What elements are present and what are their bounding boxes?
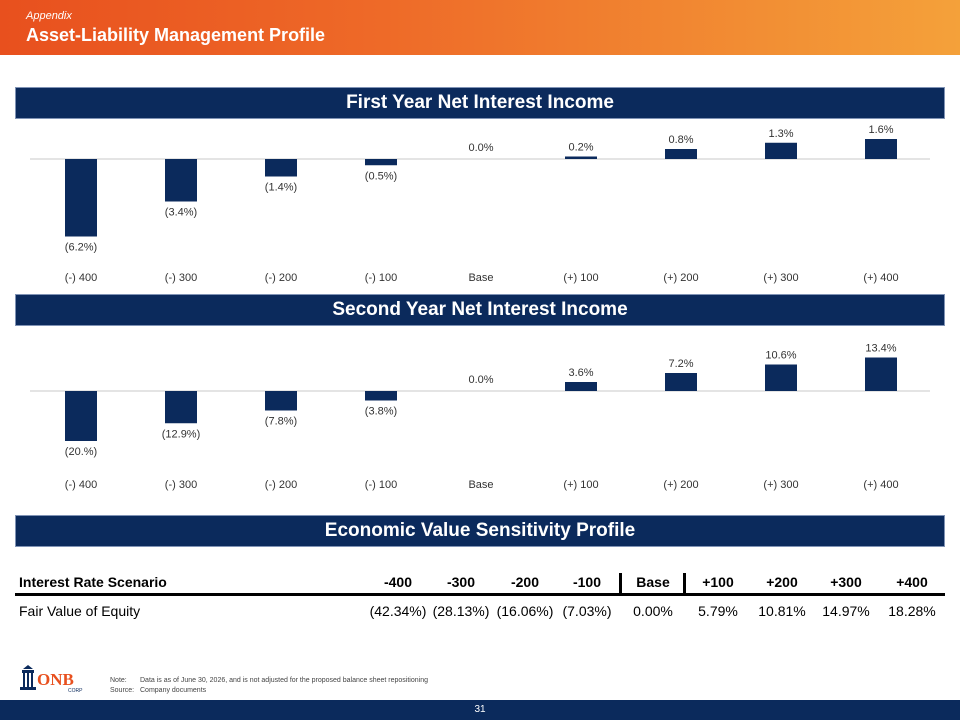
evs-value: (42.34%) xyxy=(369,603,427,619)
data-label: 0.0% xyxy=(468,142,493,154)
data-label: 0.2% xyxy=(568,142,593,154)
evs-col-header: -300 xyxy=(446,574,476,590)
bar xyxy=(65,391,97,441)
category-label: (+) 200 xyxy=(663,272,698,284)
chart1-title-band: First Year Net Interest Income xyxy=(15,87,945,119)
evs-value: (16.06%) xyxy=(496,603,554,619)
bar xyxy=(265,391,297,411)
evs-header-row: Interest Rate Scenario -400 -300 -200 -1… xyxy=(15,570,945,596)
data-label: (6.2%) xyxy=(65,242,97,254)
bar xyxy=(765,142,797,159)
bar xyxy=(865,139,897,159)
bar xyxy=(165,391,197,424)
category-label: (+) 300 xyxy=(763,479,798,491)
bar xyxy=(765,364,797,391)
data-label: (7.8%) xyxy=(265,416,297,428)
data-label: 10.6% xyxy=(765,350,796,362)
data-label: (3.8%) xyxy=(365,406,397,418)
category-label: (-) 100 xyxy=(365,272,397,284)
data-label: 7.2% xyxy=(668,358,693,370)
source-text: Company documents xyxy=(140,687,207,694)
category-label: (+) 400 xyxy=(863,272,898,284)
evs-value: 14.97% xyxy=(822,603,870,619)
evs-col-header: +100 xyxy=(702,574,734,590)
evs-value: 18.28% xyxy=(888,603,936,619)
evs-col-header: +200 xyxy=(766,574,798,590)
evs-col-header: -100 xyxy=(572,574,602,590)
category-label: (-) 200 xyxy=(265,479,297,491)
section-subtitle: Appendix xyxy=(26,10,72,22)
bar xyxy=(665,373,697,391)
logo-subtext: CORP xyxy=(68,688,83,694)
category-label: (+) 400 xyxy=(863,479,898,491)
bar xyxy=(365,391,397,401)
footnotes: Note: Data is as of June 30, 2026, and is… xyxy=(110,676,428,696)
category-label: (-) 100 xyxy=(365,479,397,491)
category-label: (-) 300 xyxy=(165,479,197,491)
category-label: Base xyxy=(468,479,493,491)
evs-title-band: Economic Value Sensitivity Profile xyxy=(15,515,945,547)
title-header: Appendix Asset-Liability Management Prof… xyxy=(0,0,960,55)
category-label: (-) 400 xyxy=(65,479,97,491)
evs-value: (7.03%) xyxy=(562,603,612,619)
bar xyxy=(65,159,97,237)
evs-value: 5.79% xyxy=(698,603,738,619)
data-label: (3.4%) xyxy=(165,207,197,219)
category-label: (+) 300 xyxy=(763,272,798,284)
second-year-nii-chart: (20.%) (-) 400 (12.9%) (-) 300 (7.8%) (-) 200… xyxy=(30,343,930,491)
data-label: (12.9%) xyxy=(162,428,201,440)
data-label: (20.%) xyxy=(65,446,97,458)
data-label: 1.3% xyxy=(768,128,793,140)
data-label: (0.5%) xyxy=(365,170,397,182)
page-number: 31 xyxy=(0,700,960,720)
data-label: 0.8% xyxy=(668,134,693,146)
divider xyxy=(619,573,622,595)
category-label: (+) 200 xyxy=(663,479,698,491)
bar xyxy=(165,159,197,202)
evs-value: 10.81% xyxy=(758,603,806,619)
logo-text: ONB xyxy=(37,670,74,689)
evs-header-label: Interest Rate Scenario xyxy=(19,574,167,590)
data-label: 3.6% xyxy=(568,367,593,379)
evs-col-header: +400 xyxy=(896,574,928,590)
category-label: (+) 100 xyxy=(563,479,598,491)
evs-table: Interest Rate Scenario -400 -300 -200 -1… xyxy=(15,565,945,635)
data-label: (1.4%) xyxy=(265,182,297,194)
bar xyxy=(565,382,597,391)
category-label: (-) 300 xyxy=(165,272,197,284)
bar xyxy=(365,159,397,166)
header-rule xyxy=(15,593,945,596)
note-text: Data is as of June 30, 2026, and is not … xyxy=(140,677,428,684)
evs-value-row: Fair Value of Equity (42.34%) (28.13%) (… xyxy=(15,599,945,625)
note-label: Note: xyxy=(110,677,127,684)
bar xyxy=(265,159,297,177)
category-label: Base xyxy=(468,272,493,284)
evs-value: (28.13%) xyxy=(432,603,490,619)
onb-logo: ONB CORP xyxy=(20,665,83,694)
data-label: 0.0% xyxy=(468,374,493,386)
bar xyxy=(565,156,597,159)
first-year-nii-chart: (6.2%) (-) 400 (3.4%) (-) 300 (1.4%) (-) 200 (… xyxy=(30,124,930,284)
evs-col-header: -200 xyxy=(510,574,540,590)
data-label: 13.4% xyxy=(865,343,896,355)
category-label: (-) 400 xyxy=(65,272,97,284)
chart2-title-band: Second Year Net Interest Income xyxy=(15,294,945,326)
category-label: (+) 100 xyxy=(563,272,598,284)
bar xyxy=(665,149,697,159)
evs-col-header: -400 xyxy=(383,574,413,590)
evs-row-label: Fair Value of Equity xyxy=(19,603,141,619)
category-label: (-) 200 xyxy=(265,272,297,284)
divider xyxy=(683,573,686,595)
data-label: 1.6% xyxy=(868,124,893,136)
source-label: Source: xyxy=(110,687,135,694)
evs-col-header: +300 xyxy=(830,574,862,590)
evs-col-header: Base xyxy=(636,574,670,590)
page-title: Asset-Liability Management Profile xyxy=(26,25,326,45)
evs-value: 0.00% xyxy=(633,603,673,619)
bar xyxy=(865,357,897,391)
